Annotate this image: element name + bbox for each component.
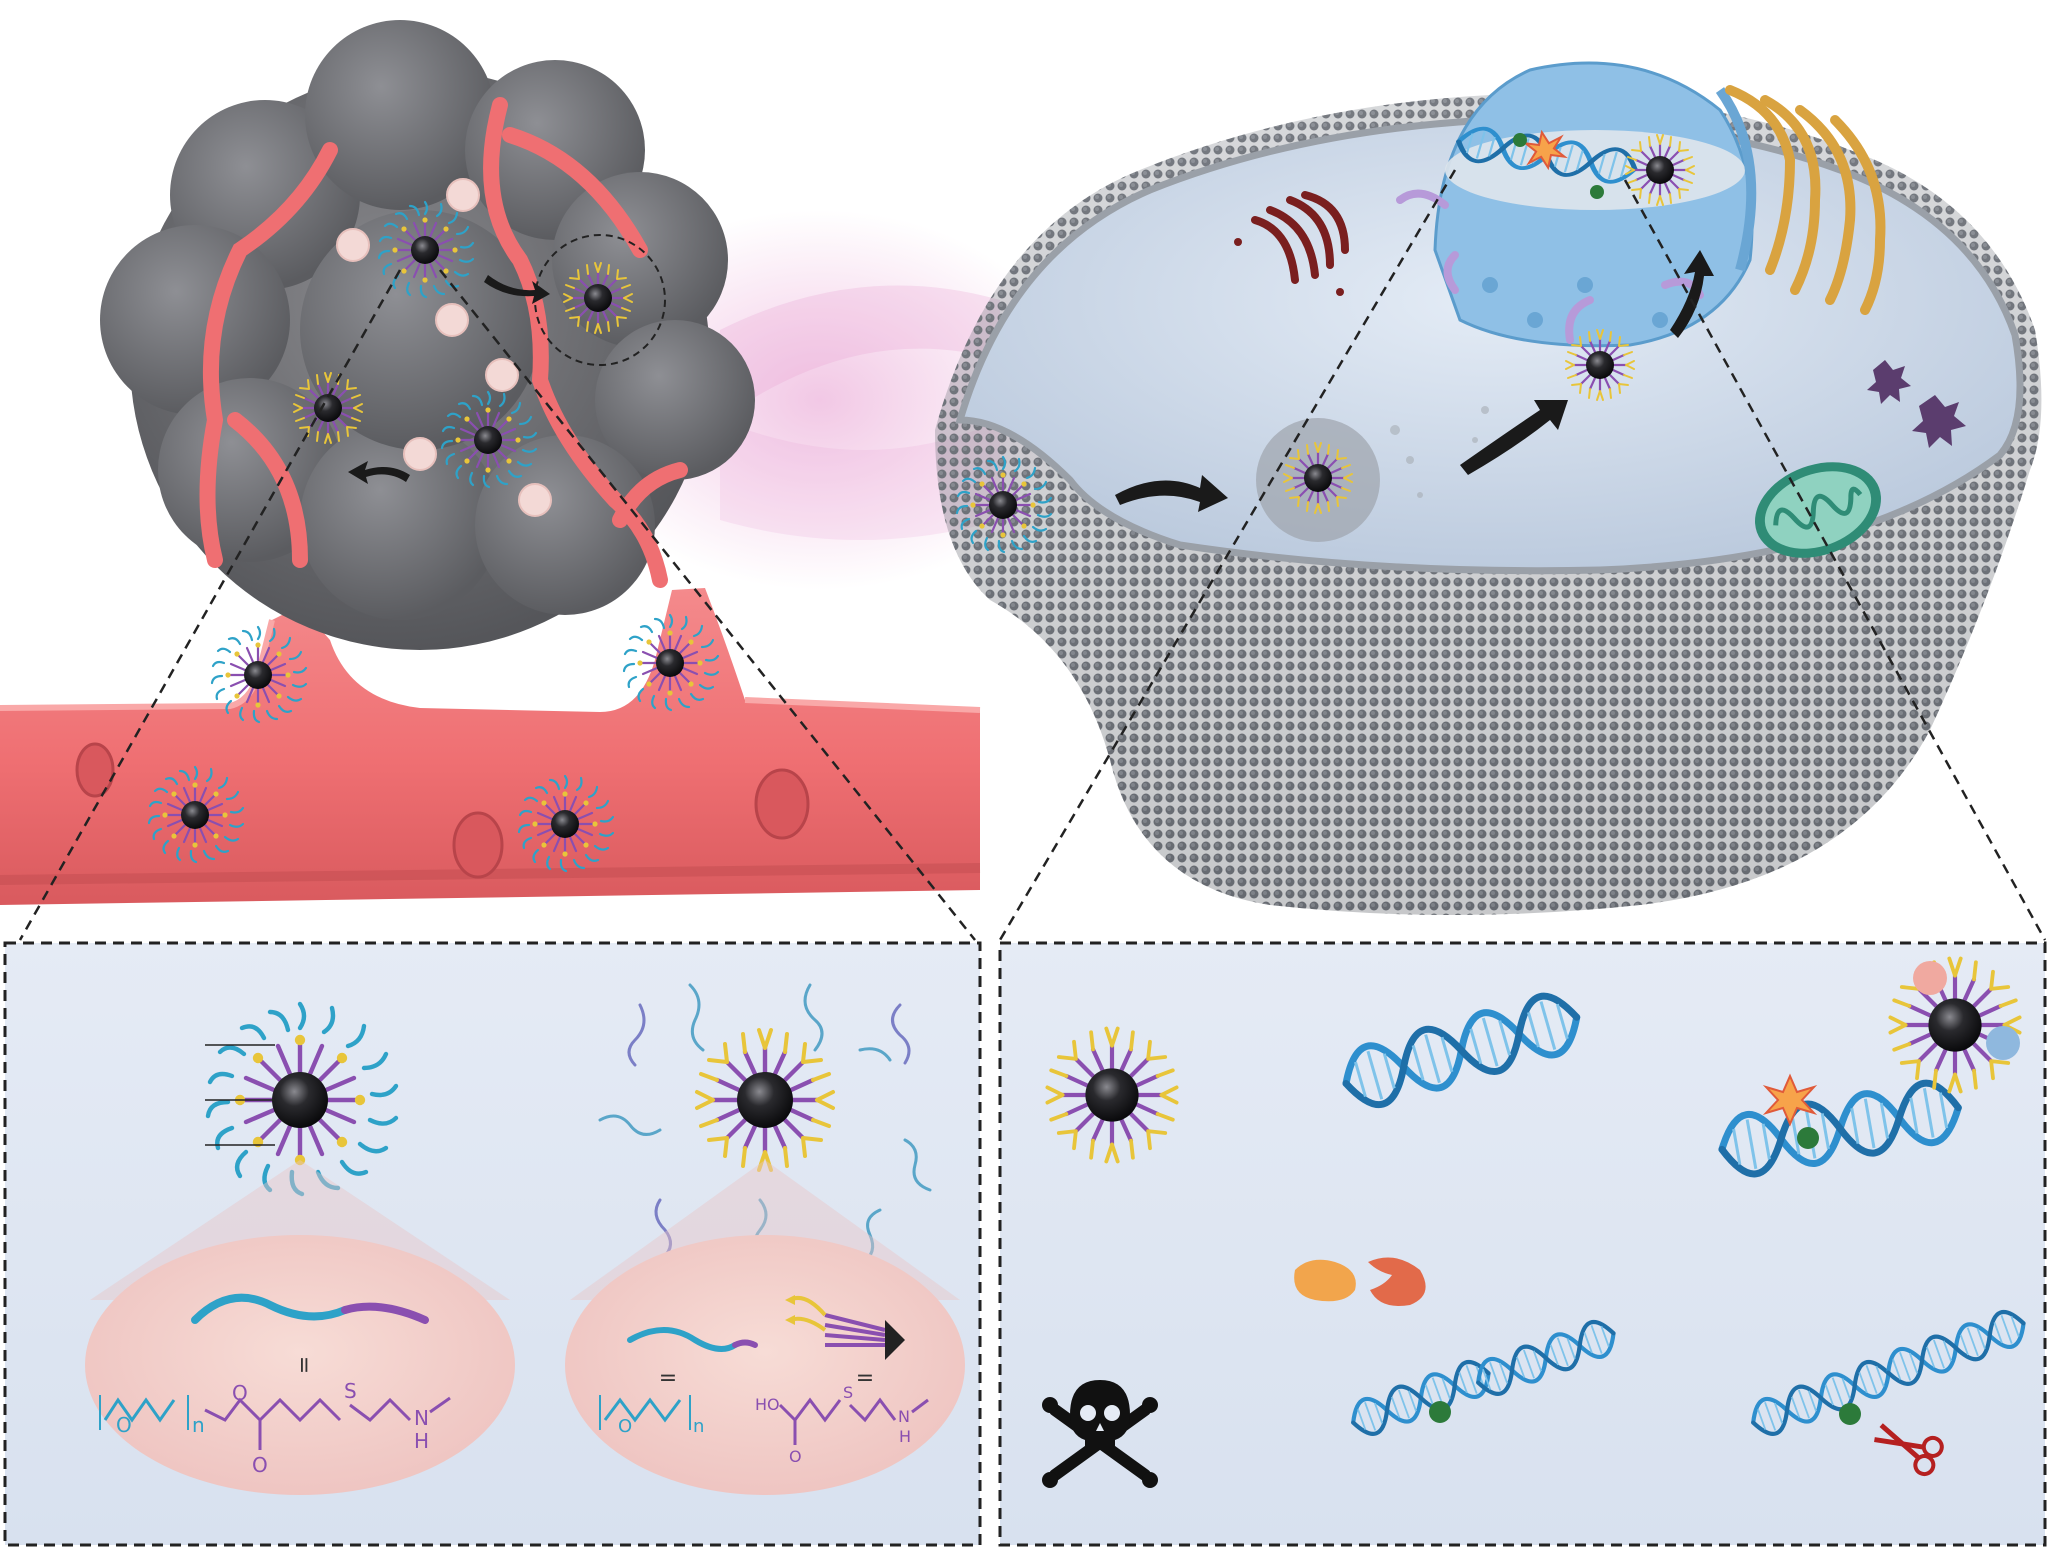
panel-right bbox=[998, 941, 2047, 1547]
equals-sign: = bbox=[659, 1366, 677, 1391]
free-peg-chains bbox=[598, 983, 932, 1265]
protein-icon bbox=[1294, 1257, 1426, 1306]
equals-sign: = bbox=[291, 1356, 316, 1374]
protein-icon bbox=[1986, 1026, 2020, 1060]
amine-n-label: N bbox=[898, 1407, 910, 1426]
red-blood-cell-icon bbox=[452, 811, 504, 879]
panel-left: = O n O O S N H = = O n HO O bbox=[3, 941, 982, 1547]
chemical-structure-right: = = O n HO O S N H bbox=[599, 1366, 929, 1466]
oxygen-label: O bbox=[618, 1416, 632, 1437]
oxygen-label: O bbox=[116, 1413, 132, 1437]
equals-sign: = bbox=[856, 1366, 874, 1391]
chemical-structure-left: = O n O O S N H bbox=[99, 1356, 451, 1477]
zoom-circle bbox=[534, 234, 666, 366]
blood-vessel-icon bbox=[0, 588, 981, 905]
ester-oxygen-label: O bbox=[232, 1381, 248, 1405]
adduct-icon bbox=[1797, 1127, 1819, 1149]
dna-damage-burst-icon bbox=[1762, 1073, 1818, 1127]
mitochondrion-icon bbox=[1755, 462, 1881, 558]
golgi-icon bbox=[1251, 191, 1349, 284]
red-blood-cell-icon bbox=[754, 768, 810, 840]
adduct-icon bbox=[1839, 1403, 1861, 1425]
amine-h-label: H bbox=[899, 1427, 911, 1446]
vesicle-star-icon bbox=[1867, 360, 1966, 448]
tumor-spheroid-icon bbox=[100, 20, 755, 650]
red-blood-cell-icon bbox=[75, 742, 115, 798]
carbonyl-oxygen-label: O bbox=[252, 1453, 268, 1477]
scissors-icon bbox=[1874, 1423, 1944, 1477]
amine-n-label: N bbox=[414, 1406, 429, 1430]
endoplasmic-reticulum-icon bbox=[1725, 85, 1886, 315]
zoom-guide-lines bbox=[18, 169, 2047, 941]
arrow-icon bbox=[348, 275, 550, 484]
protein-icon bbox=[1913, 961, 1947, 995]
sulfur-label: S bbox=[344, 1379, 357, 1403]
skull-crossbones-icon bbox=[1042, 1380, 1158, 1488]
repeat-n-label: n bbox=[693, 1416, 704, 1437]
adduct-icon bbox=[1429, 1401, 1451, 1423]
arrow-icon bbox=[1115, 250, 1714, 512]
amine-h-label: H bbox=[414, 1429, 429, 1453]
sulfur-label: S bbox=[843, 1383, 853, 1402]
hydroxyl-label: HO bbox=[755, 1395, 780, 1414]
carbonyl-oxygen-label: O bbox=[789, 1447, 802, 1466]
cell-icon bbox=[935, 94, 2042, 916]
repeat-n-label: n bbox=[192, 1413, 205, 1437]
